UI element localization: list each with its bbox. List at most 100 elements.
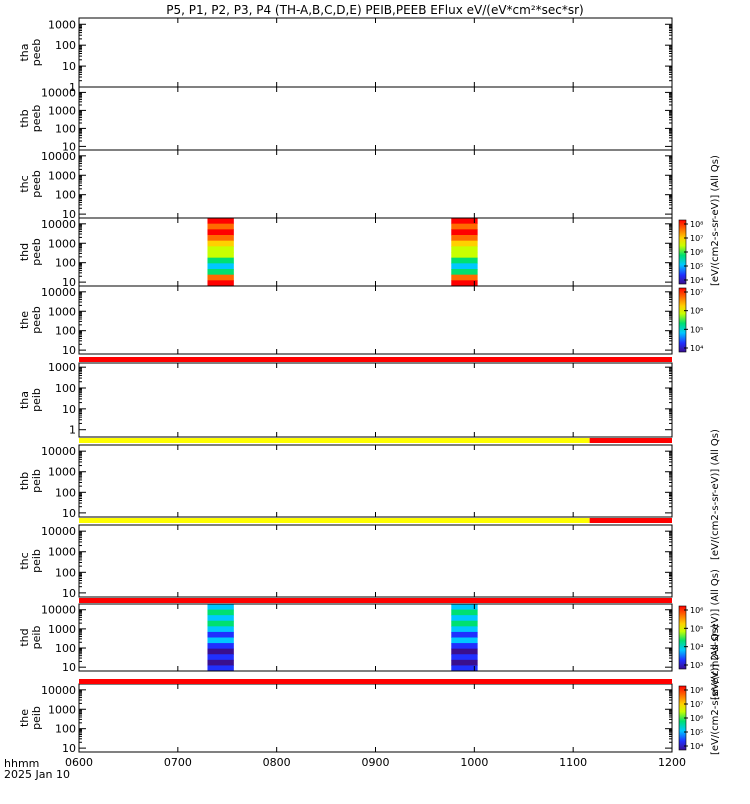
spectrogram-block [451,604,478,672]
y-tick-label: 100 [55,257,76,270]
spectrogram-cell [207,604,234,611]
spectrogram-cell [451,274,478,281]
colorbar-tick-label: 10⁸ [690,686,703,695]
y-tick-label: 1000 [48,305,76,318]
y-tick-label: 10 [62,60,76,73]
panel-thc-peeb: 10 100 1000 10000 thc peeb [18,149,673,221]
date-label: 2025 Jan 10 [4,768,70,781]
panel-label: thc [18,552,31,569]
quality-flag-bar [79,679,672,684]
spectrogram-cell [451,659,478,666]
y-tick-label: 1 [69,81,76,94]
spectrogram-cell [451,280,478,287]
quality-flag-bar [79,357,672,362]
spectrogram-cell [207,263,234,270]
panel-frame [78,362,673,438]
spectrogram-cell [451,637,478,644]
quality-flag-bar [79,438,672,443]
y-tick-label: 10 [62,344,76,357]
spectrogram-block [207,218,234,287]
y-tick-label: 10000 [41,604,76,617]
y-tick-label: 10 [62,507,76,520]
colorbar-tick-label: 10⁵ [690,262,703,271]
colorbar-tick-label: 10⁷ [690,700,703,709]
spectrogram-cell [207,257,234,264]
spectrogram-cell [451,626,478,633]
quality-flag-segment [79,357,672,362]
spectrogram-cell [451,252,478,259]
panel-label: thd [18,243,31,261]
spectrogram-block [207,604,234,672]
panel-label: peib [30,706,43,730]
panel-label: the [18,311,31,329]
spectrogram-cell [207,252,234,259]
colorbar-label: [eV/(cm2-s-sr-eV)] (All Qs) [710,569,721,700]
panel-thc-peib: 10 100 1000 10000 thc peib [18,524,673,600]
spectrogram-cell [207,235,234,242]
panel-label: tha [18,43,31,61]
panel-label: thc [18,175,31,192]
y-tick-label: 10000 [41,445,76,458]
colorbar: 10⁴ 10⁵ 10⁶ 10⁷ 10⁸ [eV/(cm2-s-sr-eV)] (All Q… [678,624,721,755]
y-tick-label: 1000 [48,104,76,117]
colorbar: 10⁴ 10⁵ 10⁶ 10⁷ [eV/(cm2-s-sr-eV)] (All Qs) [678,287,721,560]
x-tick-label: 0900 [362,756,390,769]
panel-frame [78,683,673,753]
spectrogram-cell [451,223,478,230]
colorbar-tick-label: 10⁵ [690,728,703,737]
panel-label: peib [30,388,43,412]
panel-the-peeb: 10 100 1000 10000 the peeb [18,285,673,357]
y-tick-label: 1000 [48,169,76,182]
spectrogram-cell [207,246,234,253]
y-tick-label: 1000 [48,237,76,250]
y-tick-label: 10000 [41,684,76,697]
quality-flag-bar [79,598,672,603]
panel-label: peeb [30,306,43,334]
panel-frame [78,285,673,355]
colorbar: 10⁴ 10⁵ 10⁶ 10⁷ 10⁸ [eV/(cm2-s-sr-eV)] (All Q… [678,155,721,286]
colorbar-tick-label: 10⁶ [690,307,703,316]
spectrogram-cell [207,654,234,661]
colorbar-tick-label: 10⁶ [690,606,703,615]
panel-frame [78,149,673,219]
panel-frame [78,524,673,598]
panel-frame [78,217,673,287]
quality-flag-segment [79,679,672,684]
x-tick-label: 0600 [65,756,93,769]
panel-frame [78,17,673,88]
y-tick-label: 10000 [41,218,76,231]
spectrogram-block [451,218,478,287]
spectrogram-cell [451,648,478,655]
panel-label: the [18,709,31,727]
x-tick-label: 1000 [460,756,488,769]
spectrogram-cell [207,615,234,622]
y-tick-label: 1000 [48,18,76,31]
colorbar-tick-label: 10⁶ [690,714,703,723]
spectrogram-cell [451,246,478,253]
spectrogram-cell [451,615,478,622]
y-tick-label: 10000 [41,86,76,99]
colorbar-gradient [678,605,687,670]
x-tick-label: 1200 [658,756,686,769]
panel-label: peeb [30,39,43,67]
colorbar-tick-label: 10⁵ [690,624,703,633]
y-tick-label: 1000 [48,703,76,716]
y-tick-label: 100 [55,382,76,395]
y-tick-label: 100 [55,189,76,202]
panel-label: peeb [30,105,43,133]
spectrogram-cell [207,643,234,650]
spectrogram-cell [451,263,478,270]
y-tick-label: 10000 [41,286,76,299]
colorbar-tick-label: 10³ [690,661,703,670]
y-tick-label: 1000 [48,546,76,559]
quality-flag-segment [79,598,672,603]
colorbar-tick-label: 10⁷ [690,288,703,297]
panel-thd-peib: 10 100 1000 10000 thd peib [18,603,673,674]
panel-label: tha [18,391,31,409]
spectrogram-cell [451,218,478,225]
spectrogram-cell [207,637,234,644]
colorbar-label: [eV/(cm2-s-sr-eV)] (All Qs) [710,155,721,286]
spectrogram-cell [451,631,478,638]
quality-flag-segment [589,518,672,523]
spectrogram-cell [207,609,234,616]
